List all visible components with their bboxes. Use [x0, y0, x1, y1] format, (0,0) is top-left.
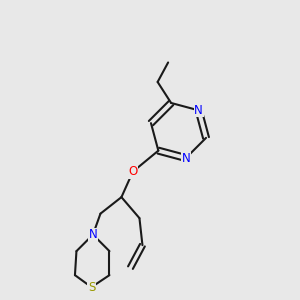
- Text: S: S: [88, 281, 95, 294]
- Text: O: O: [128, 165, 137, 178]
- Text: N: N: [182, 152, 190, 164]
- Text: N: N: [194, 104, 203, 117]
- Text: N: N: [88, 228, 97, 241]
